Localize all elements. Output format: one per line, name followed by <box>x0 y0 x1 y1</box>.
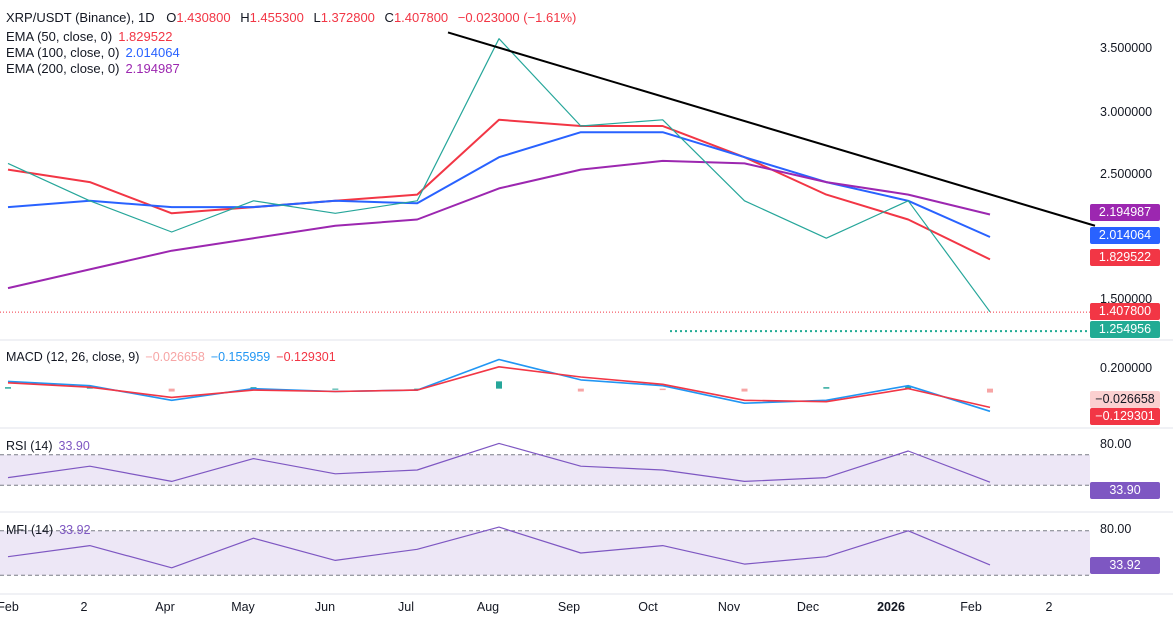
x-tick: Jul <box>398 600 414 614</box>
pane-separators <box>0 339 1173 595</box>
macd-signal-line <box>7 366 991 409</box>
macd-histogram-bar <box>741 388 748 392</box>
price-tick: 2.500000 <box>1100 167 1153 181</box>
mfi-value: 33.92 <box>59 523 91 537</box>
macd-histogram-bar <box>905 385 912 389</box>
x-tick: Feb <box>960 600 982 614</box>
macd-tick: 0.200000 <box>1100 361 1153 375</box>
ema200-line <box>7 159 991 290</box>
rsi-legend: RSI (14) 33.90 <box>6 439 90 453</box>
ema100-legend: EMA (100, close, 0) 2.014064 <box>6 45 180 60</box>
macd-pane <box>5 358 993 413</box>
rsi-tag: 33.90 <box>1090 482 1160 499</box>
ema50-line <box>7 118 991 261</box>
macd-histogram-bar <box>577 388 584 392</box>
x-tick: 2 <box>1045 600 1053 614</box>
x-tick: Apr <box>155 600 175 614</box>
mfi-legend: MFI (14) 33.92 <box>6 523 91 537</box>
rsi-band <box>0 454 1090 486</box>
macd-histogram-bar <box>659 388 666 391</box>
trendline <box>447 31 1096 227</box>
mfi-pane <box>0 526 1090 576</box>
price-pane <box>0 31 1096 333</box>
ema200-price-tag: 2.194987 <box>1090 204 1160 221</box>
macd-line <box>7 358 991 413</box>
ema100-price-tag: 2.014064 <box>1090 227 1160 244</box>
ema50-value: 1.829522 <box>118 29 173 44</box>
ema200-value: 2.194987 <box>125 61 180 76</box>
rsi-line <box>7 442 991 483</box>
macd-signal-tag: −0.129301 <box>1090 408 1160 425</box>
rsi-tick: 80.00 <box>1100 437 1132 451</box>
macd-label: MACD (12, 26, close, 9) <box>6 350 140 364</box>
rsi-pane <box>0 442 1090 486</box>
mfi-band <box>0 530 1090 576</box>
x-tick: Jun <box>314 600 336 614</box>
macd-hist-value: −0.026658 <box>145 350 205 364</box>
price-tick: 3.000000 <box>1100 105 1153 119</box>
macd-line-value: −0.155959 <box>210 350 271 364</box>
x-tick-year: 2026 <box>877 600 905 614</box>
close-label: C <box>384 10 394 25</box>
price-tick: 3.500000 <box>1100 41 1153 55</box>
low-value: 1.372800 <box>320 10 375 25</box>
x-tick: Oct <box>638 600 658 614</box>
ema200-legend: EMA (200, close, 0) 2.194987 <box>6 61 180 76</box>
rsi-value: 33.90 <box>58 439 90 453</box>
ema100-label: EMA (100, close, 0) <box>6 45 120 60</box>
change-value: −0.023000 (−1.61%) <box>457 10 577 25</box>
x-tick: Nov <box>717 600 741 614</box>
x-tick: Aug <box>476 600 500 614</box>
high-label: H <box>240 10 250 25</box>
macd-legend: MACD (12, 26, close, 9) −0.026658 −0.15595… <box>6 350 336 364</box>
macd-histogram-bar <box>823 387 830 389</box>
macd-histogram-bar <box>414 388 421 390</box>
macd-histogram-bar <box>332 388 339 390</box>
header-legend: XRP/USDT (Binance), 1D O1.430800 H1.4553… <box>6 10 576 25</box>
x-tick: May <box>231 600 255 614</box>
macd-signal-value: −0.129301 <box>276 350 336 364</box>
price-line <box>7 38 991 313</box>
open-value: 1.430800 <box>176 10 231 25</box>
rsi-label: RSI (14) <box>6 439 53 453</box>
mfi-label: MFI (14) <box>6 523 54 537</box>
x-tick: Feb <box>0 600 19 614</box>
macd-histogram-bar <box>987 388 993 393</box>
macd-histogram-bar <box>496 381 502 389</box>
mfi-tag: 33.92 <box>1090 557 1160 574</box>
macd-hist-tag: −0.026658 <box>1090 391 1160 408</box>
support-price-tag: 1.254956 <box>1090 321 1160 338</box>
x-tick: Sep <box>557 600 581 614</box>
macd-histogram-bar <box>168 388 175 392</box>
x-tick: 2 <box>80 600 88 614</box>
price-tick: 1.500000 <box>1100 292 1153 306</box>
low-label: L <box>313 10 321 25</box>
ema50-label: EMA (50, close, 0) <box>6 29 113 44</box>
macd-histogram-bar <box>5 387 11 389</box>
ema50-price-tag: 1.829522 <box>1090 249 1160 266</box>
last-price-tag: 1.407800 <box>1090 303 1160 320</box>
close-value: 1.407800 <box>393 10 449 25</box>
mfi-tick: 80.00 <box>1100 522 1132 536</box>
symbol-title: XRP/USDT (Binance), 1D <box>6 10 155 25</box>
open-label: O <box>166 10 177 25</box>
ema200-label: EMA (200, close, 0) <box>6 61 120 76</box>
high-value: 1.455300 <box>249 10 304 25</box>
ema100-value: 2.014064 <box>125 45 180 60</box>
mfi-line <box>7 526 991 569</box>
ema50-legend: EMA (50, close, 0) 1.829522 <box>6 29 172 44</box>
x-tick: Dec <box>796 600 820 614</box>
